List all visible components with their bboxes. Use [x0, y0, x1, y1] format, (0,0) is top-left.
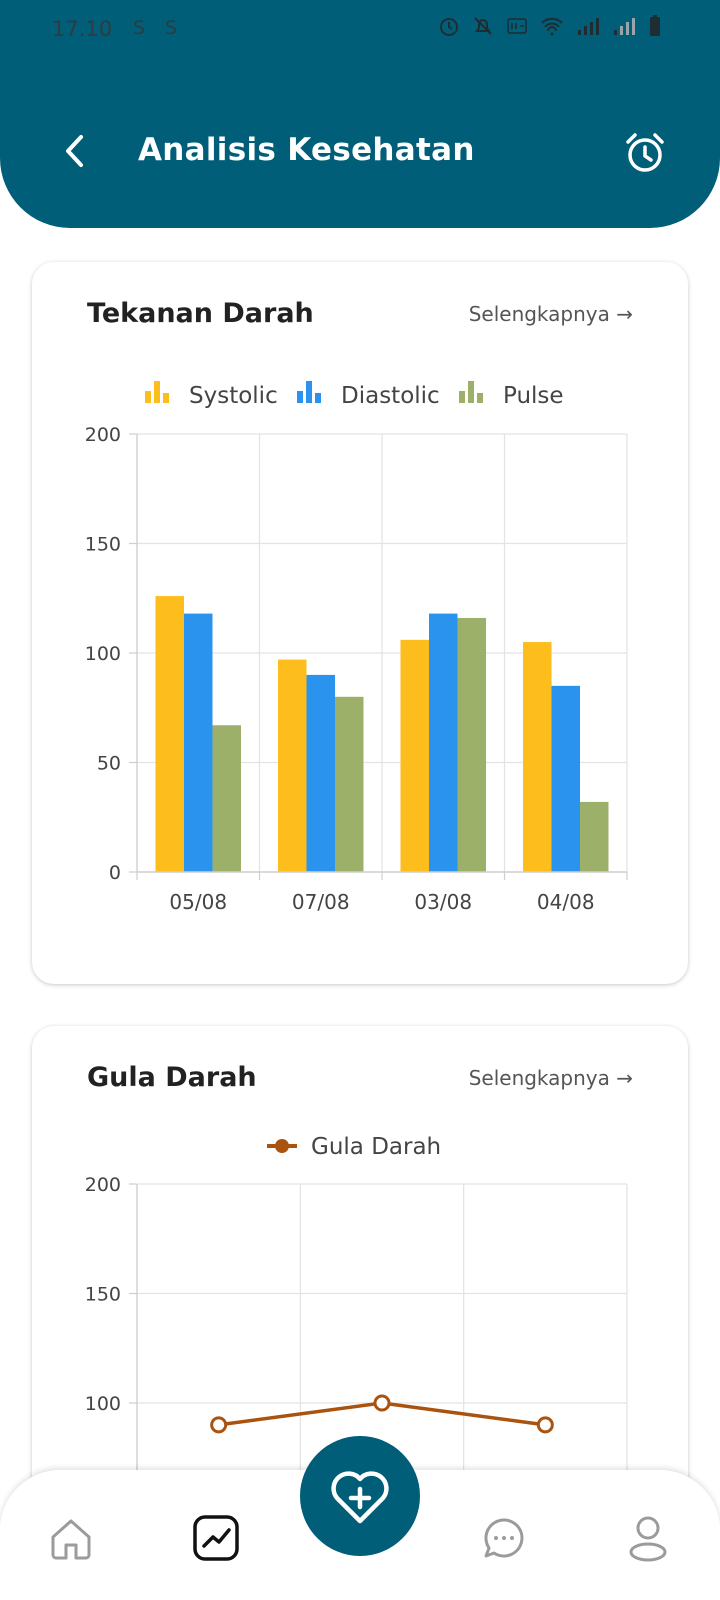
legend-label: Diastolic — [341, 383, 440, 409]
bar-systolic — [523, 642, 552, 872]
data-point — [210, 1416, 228, 1434]
status-icons — [438, 14, 662, 38]
see-more-link[interactable]: Selengkapnya → — [468, 1066, 633, 1090]
chevron-left-icon — [66, 135, 83, 167]
nav-home[interactable] — [43, 1510, 99, 1566]
legend-swatch — [154, 381, 160, 403]
analytics-icon — [193, 1515, 239, 1561]
status-badge: S — [165, 17, 178, 39]
x-tick-label: 07/08 — [292, 890, 350, 914]
legend-swatch — [306, 381, 312, 403]
legend-swatch — [315, 393, 321, 403]
legend-swatch — [459, 391, 465, 403]
app-header — [0, 0, 720, 228]
bar-diastolic — [184, 613, 213, 872]
y-tick-label: 100 — [85, 1393, 121, 1415]
legend-label: Gula Darah — [311, 1134, 441, 1160]
card-title: Gula Darah — [87, 1062, 257, 1093]
status-time: 17.10 — [52, 17, 113, 41]
bar-diastolic — [429, 613, 458, 872]
bar-diastolic — [306, 674, 335, 872]
reminder-button[interactable] — [622, 130, 668, 176]
signal-icon — [578, 18, 599, 35]
profile-icon — [629, 1516, 667, 1562]
status-bar: 17.10 S S — [0, 0, 720, 60]
legend-swatch — [477, 393, 483, 403]
data-point — [536, 1416, 554, 1434]
legend-swatch — [297, 391, 303, 403]
legend-label: Systolic — [189, 383, 278, 409]
bar-systolic — [155, 596, 184, 872]
home-icon — [51, 1519, 91, 1560]
add-health-record-button[interactable] — [300, 1436, 420, 1556]
bar-systolic — [278, 659, 307, 872]
y-tick-label: 150 — [85, 534, 121, 556]
blood-sugar-chart: 100 150 200 Gula Darah — [85, 1134, 628, 1586]
y-tick-label: 200 — [85, 1174, 121, 1196]
legend-swatch — [145, 391, 151, 403]
nav-analytics[interactable] — [188, 1510, 244, 1566]
volte-icon — [507, 18, 527, 34]
data-point — [373, 1394, 391, 1412]
legend-swatch — [275, 1139, 289, 1153]
see-more-link[interactable]: Selengkapnya → — [468, 302, 633, 326]
bar-pulse — [580, 801, 609, 872]
card-title: Tekanan Darah — [87, 298, 314, 329]
bar-pulse — [212, 725, 241, 872]
blood-pressure-card: Tekanan Darah Selengkapnya → 0 50 100 150 20… — [32, 262, 688, 984]
blood-pressure-chart: 0 50 100 150 200 05/08 07/08 03/08 04/08 Systolic… — [85, 381, 628, 914]
back-button[interactable] — [55, 131, 95, 171]
y-tick-label: 200 — [85, 424, 121, 446]
chat-icon — [484, 1518, 524, 1558]
signal-weak-icon — [614, 18, 635, 35]
bar-systolic — [400, 639, 429, 872]
x-tick-label: 03/08 — [414, 890, 472, 914]
page-title: Analisis Kesehatan — [138, 132, 475, 168]
y-tick-label: 50 — [97, 753, 121, 775]
x-tick-label: 05/08 — [169, 890, 227, 914]
battery-icon — [650, 15, 660, 36]
nav-profile[interactable] — [620, 1510, 676, 1566]
y-tick-label: 150 — [85, 1284, 121, 1306]
alarm-icon — [440, 18, 458, 36]
nav-chat[interactable] — [476, 1510, 532, 1566]
x-tick-label: 04/08 — [537, 890, 595, 914]
y-tick-label: 0 — [109, 862, 121, 884]
bar-pulse — [335, 696, 364, 872]
legend-swatch — [163, 393, 169, 403]
bar-pulse — [457, 617, 486, 872]
alarm-clock-icon — [626, 133, 664, 172]
y-tick-label: 100 — [85, 643, 121, 665]
legend-swatch — [468, 381, 474, 403]
heart-plus-icon — [331, 1471, 389, 1524]
mute-icon — [474, 17, 492, 35]
status-badge: S — [133, 17, 146, 39]
wifi-icon — [541, 17, 563, 36]
legend-label: Pulse — [503, 383, 564, 409]
bar-diastolic — [551, 685, 580, 872]
